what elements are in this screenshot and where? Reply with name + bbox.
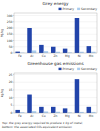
bar (15, 52, 20, 53)
y-tick-label: 50 (9, 45, 13, 49)
chart-title: Greenhouse gas emissions (27, 61, 83, 66)
y-tick-label: 15 (9, 88, 13, 92)
bar (27, 95, 32, 113)
bar (51, 107, 56, 113)
y-tick-label: 20 (9, 80, 13, 84)
bar (79, 52, 84, 53)
bar (27, 28, 32, 53)
legend-swatch (77, 8, 80, 10)
x-tick-label: Ni (78, 54, 81, 58)
y-tick-label: 0 (11, 51, 13, 55)
grid-line (14, 105, 97, 106)
x-tick-label: Al (30, 54, 33, 58)
x-tick-label: Mo (89, 114, 94, 118)
y-tick-label: 200 (7, 26, 13, 30)
bar (91, 112, 96, 113)
y-tick-label: 5 (11, 103, 13, 107)
chart: Grey energy 0 50 100 150 200 250 300 MJ/kg Fe Al Cu… (0, 1, 97, 58)
bar (91, 52, 96, 53)
legend-swatch (59, 8, 62, 10)
bar (15, 110, 20, 113)
bar (79, 112, 84, 113)
bars (15, 18, 95, 53)
x-tick-label: Ni (78, 114, 81, 118)
bar (32, 111, 37, 113)
y-tick-label: 150 (7, 32, 13, 36)
legend-label: Primary (63, 67, 75, 71)
x-tick-label: Cu (42, 54, 46, 58)
legend-label: Primary (63, 7, 75, 11)
grid-line (14, 97, 97, 98)
grid-line (14, 82, 97, 83)
bar (56, 112, 61, 113)
bar (39, 107, 44, 113)
y-axis-label: kg/kg (0, 89, 4, 97)
grid-line (14, 34, 97, 35)
bar (63, 49, 68, 53)
bar (39, 45, 44, 53)
x-tick-label: Mg (65, 54, 70, 58)
bar (63, 108, 68, 113)
x-tick-label: Cu (42, 114, 46, 118)
grid-line (14, 74, 97, 75)
x-tick-label: Zn (54, 54, 58, 58)
bar (32, 51, 37, 54)
legend: Primary Secondary (59, 7, 98, 11)
y-tick-label: 10 (9, 96, 13, 100)
chart: Greenhouse gas emissions 0 5 10 15 20 25 kg/kg F… (0, 61, 97, 118)
legend-label: Secondary (81, 7, 97, 11)
y-tick-label: 300 (7, 14, 13, 18)
bar (75, 79, 80, 113)
bars (15, 79, 95, 113)
x-tick-label: Al (30, 114, 33, 118)
legend-swatch (59, 68, 62, 70)
legend-swatch (77, 68, 80, 70)
y-tick-label: 0 (11, 111, 13, 115)
y-tick-label: 250 (7, 20, 13, 24)
x-tick-label: Fe (18, 54, 22, 58)
bar (44, 51, 49, 53)
bar (67, 112, 72, 113)
bar (87, 46, 92, 53)
bar (67, 52, 72, 53)
bar (75, 18, 80, 53)
legend: Primary Secondary (59, 67, 98, 71)
y-axis-label: MJ/kg (0, 29, 4, 37)
x-tick-label: Mg (65, 114, 70, 118)
grid-line (14, 40, 97, 41)
grid-line (14, 28, 97, 29)
bar (20, 112, 25, 113)
x-tick-label: Mo (89, 54, 94, 58)
figure: Grey energy050100150200250300MJ/kgFeAlCu… (0, 0, 100, 131)
y-tick-label: 100 (7, 39, 13, 43)
plot-frame (14, 13, 97, 53)
grid-line (14, 15, 97, 16)
plot-frame (14, 73, 97, 113)
x-tick-label: Fe (18, 114, 22, 118)
x-tick-label: Zn (54, 114, 58, 118)
bar (51, 47, 56, 53)
legend-label: Secondary (81, 67, 97, 71)
bar (44, 111, 49, 113)
bar (87, 107, 92, 113)
y-tick-label: 25 (9, 73, 13, 77)
bar (56, 52, 61, 53)
grid-line (14, 21, 97, 22)
chart-title: Grey energy (43, 1, 69, 6)
grid-line (14, 89, 97, 90)
caption: bottom: the associated CO₂ equivalent em… (2, 125, 72, 129)
